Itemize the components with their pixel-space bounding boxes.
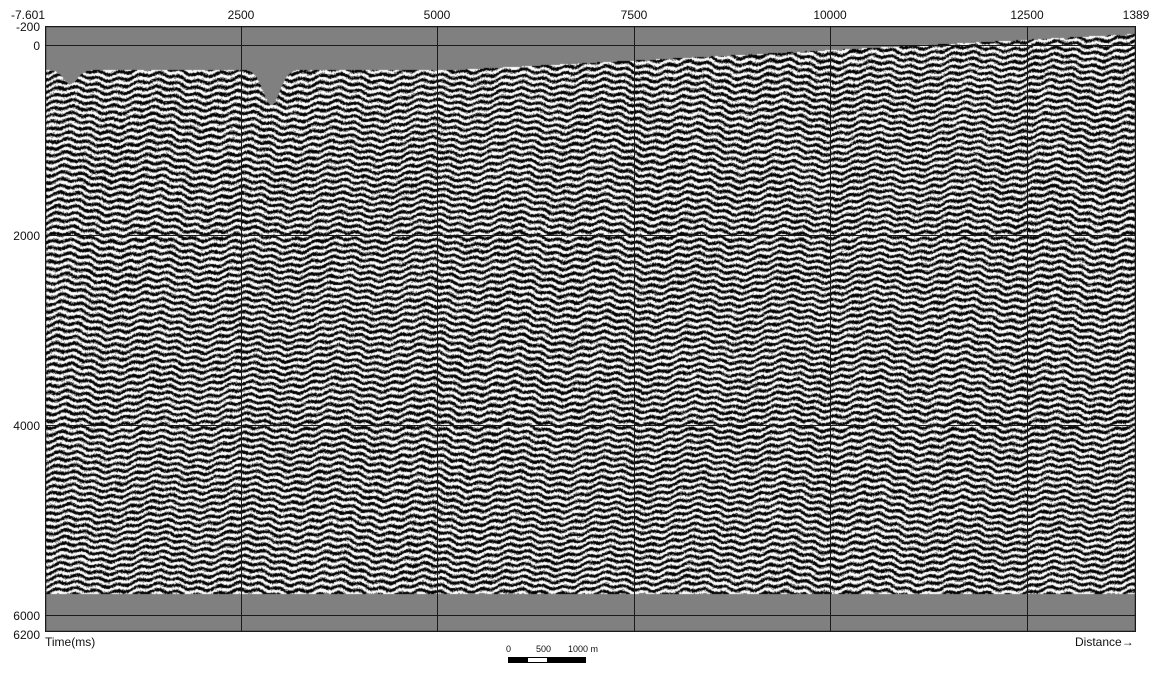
plot-frame — [45, 26, 1136, 632]
y-tick-label: -200 — [15, 20, 40, 34]
seismic-traces-image — [45, 26, 1136, 632]
x-tick-label: 1389 — [1122, 8, 1150, 22]
scale-bar-label: 1000 m — [568, 644, 599, 654]
y-tick-label: 6200 — [13, 628, 40, 642]
scale-bar-segment — [509, 658, 528, 662]
y-tick-label: 0 — [33, 39, 40, 53]
x-tick-label: 10000 — [813, 8, 847, 22]
scale-bar-label: 0 — [506, 644, 512, 654]
seismic-section-plot — [45, 26, 1136, 632]
x-axis-label: Distance→ — [1075, 635, 1134, 649]
y-axis-label: Time(ms) — [45, 635, 96, 649]
scale-bar-segment — [528, 658, 547, 662]
x-tick-label: 2500 — [227, 8, 255, 22]
x-tick-label: 5000 — [423, 8, 451, 22]
x-tick-label: 7500 — [620, 8, 648, 22]
y-tick-label: 6000 — [13, 609, 40, 623]
y-tick-label: 2000 — [13, 229, 40, 243]
scale-bar-segment — [547, 658, 585, 662]
scale-bar-frame — [508, 657, 586, 663]
scale-bar: 0 500 1000 m — [506, 645, 616, 671]
scale-bar-label: 500 — [536, 644, 552, 654]
y-tick-label: 4000 — [13, 419, 40, 433]
x-tick-label: 12500 — [1010, 8, 1044, 22]
x-tick-label: -7.601 — [10, 8, 46, 22]
grid-overlay — [45, 26, 1136, 632]
